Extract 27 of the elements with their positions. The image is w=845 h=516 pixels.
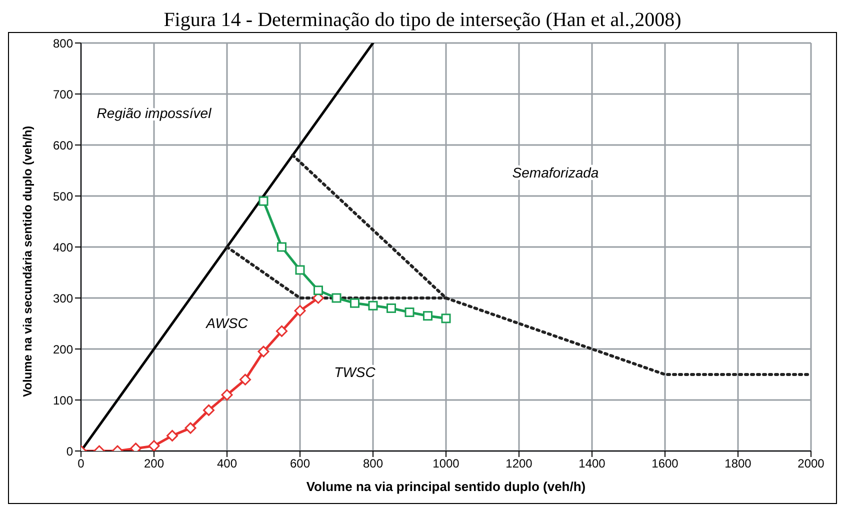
x-tick-label: 0 xyxy=(78,456,85,471)
x-tick-label: 2000 xyxy=(798,456,825,471)
x-tick-label: 400 xyxy=(216,456,238,471)
annotation: AWSC xyxy=(205,315,249,332)
x-tick-label: 600 xyxy=(290,456,310,471)
x-tick-label: 200 xyxy=(144,456,164,471)
x-tick-label: 800 xyxy=(362,456,384,471)
y-tick-label: 200 xyxy=(52,342,74,356)
x-tick-label: 1200 xyxy=(506,456,533,471)
y-tick-label: 300 xyxy=(52,291,74,306)
y-tick-label: 0 xyxy=(66,444,74,458)
x-tick-label: 1800 xyxy=(724,456,752,471)
x-tick-label: 1600 xyxy=(652,456,679,471)
annotation: TWSC xyxy=(334,364,376,380)
y-tick-label: 500 xyxy=(52,189,74,204)
chart-title: Figura 14 - Determinação do tipo de interseção (Han et al.,2008) xyxy=(162,8,682,32)
annotation: Região impossível xyxy=(96,105,212,122)
y-tick-label: 700 xyxy=(52,87,74,102)
x-tick-label: 1400 xyxy=(578,456,606,471)
y-tick-label: 400 xyxy=(52,240,74,254)
annotation: Semaforizada xyxy=(512,164,599,180)
x-tick-label: 1000 xyxy=(432,456,460,471)
x-axis-title: Volume na via principal sentido duplo (veh/h) xyxy=(306,479,586,494)
y-tick-label: 800 xyxy=(52,36,74,50)
y-tick-label: 600 xyxy=(52,138,74,152)
y-tick-label: 100 xyxy=(52,393,74,408)
y-axis-title: Volume na via secundária sentido duplo (veh/h) xyxy=(20,126,34,397)
